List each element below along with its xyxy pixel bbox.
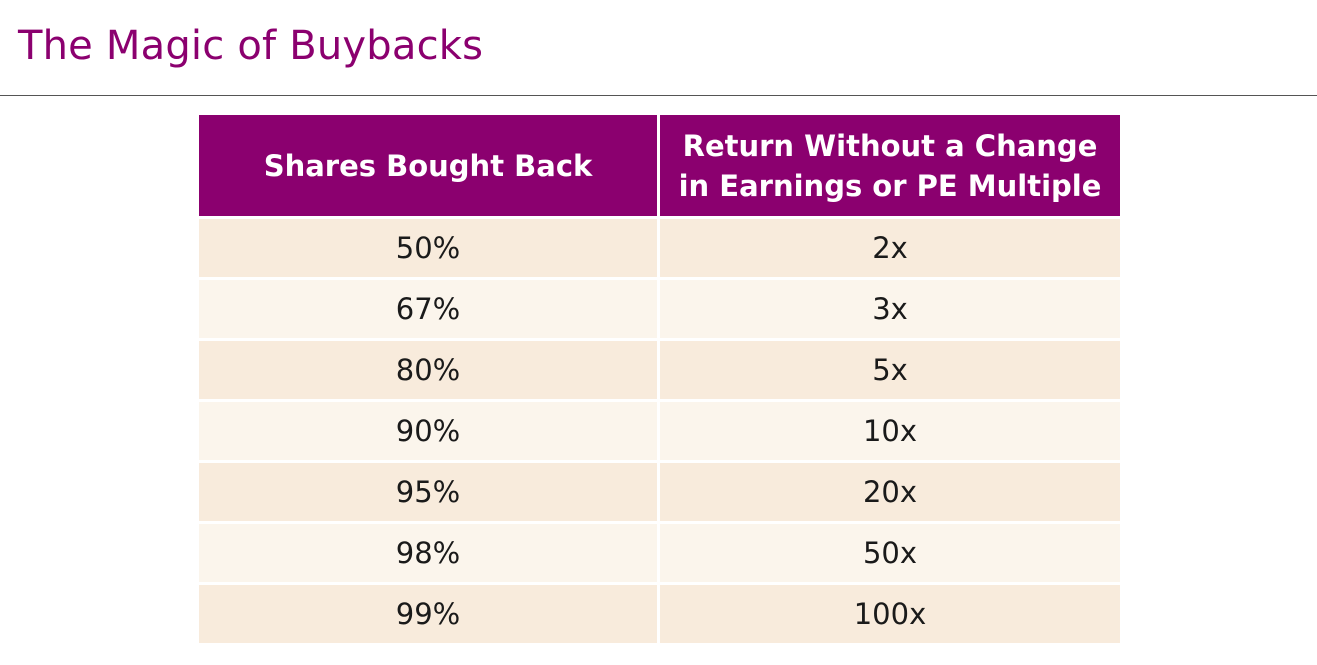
table-row: 98% 50x bbox=[199, 524, 1120, 585]
table-row: 95% 20x bbox=[199, 463, 1120, 524]
shares-cell: 98% bbox=[199, 524, 660, 585]
return-cell: 2x bbox=[660, 219, 1120, 280]
return-cell: 3x bbox=[660, 280, 1120, 341]
table-row: 50% 2x bbox=[199, 219, 1120, 280]
return-cell: 20x bbox=[660, 463, 1120, 524]
header-return-label: Return Without a Change in Earnings or P… bbox=[678, 128, 1102, 203]
shares-cell: 90% bbox=[199, 402, 660, 463]
shares-cell: 67% bbox=[199, 280, 660, 341]
header-shares-bought-back: Shares Bought Back bbox=[199, 115, 660, 219]
table-header-row: Shares Bought Back Return Without a Chan… bbox=[199, 115, 1120, 219]
buybacks-table: Shares Bought Back Return Without a Chan… bbox=[199, 115, 1120, 643]
table-row: 67% 3x bbox=[199, 280, 1120, 341]
return-cell: 5x bbox=[660, 341, 1120, 402]
shares-cell: 50% bbox=[199, 219, 660, 280]
return-cell: 100x bbox=[660, 585, 1120, 643]
shares-cell: 80% bbox=[199, 341, 660, 402]
header-return: Return Without a Change in Earnings or P… bbox=[660, 115, 1120, 219]
return-cell: 10x bbox=[660, 402, 1120, 463]
table-row: 99% 100x bbox=[199, 585, 1120, 643]
slide-title: The Magic of Buybacks bbox=[18, 23, 484, 69]
table-row: 80% 5x bbox=[199, 341, 1120, 402]
return-cell: 50x bbox=[660, 524, 1120, 585]
shares-cell: 95% bbox=[199, 463, 660, 524]
table-row: 90% 10x bbox=[199, 402, 1120, 463]
shares-cell: 99% bbox=[199, 585, 660, 643]
header-shares-label: Shares Bought Back bbox=[263, 148, 593, 183]
title-divider bbox=[0, 95, 1317, 96]
